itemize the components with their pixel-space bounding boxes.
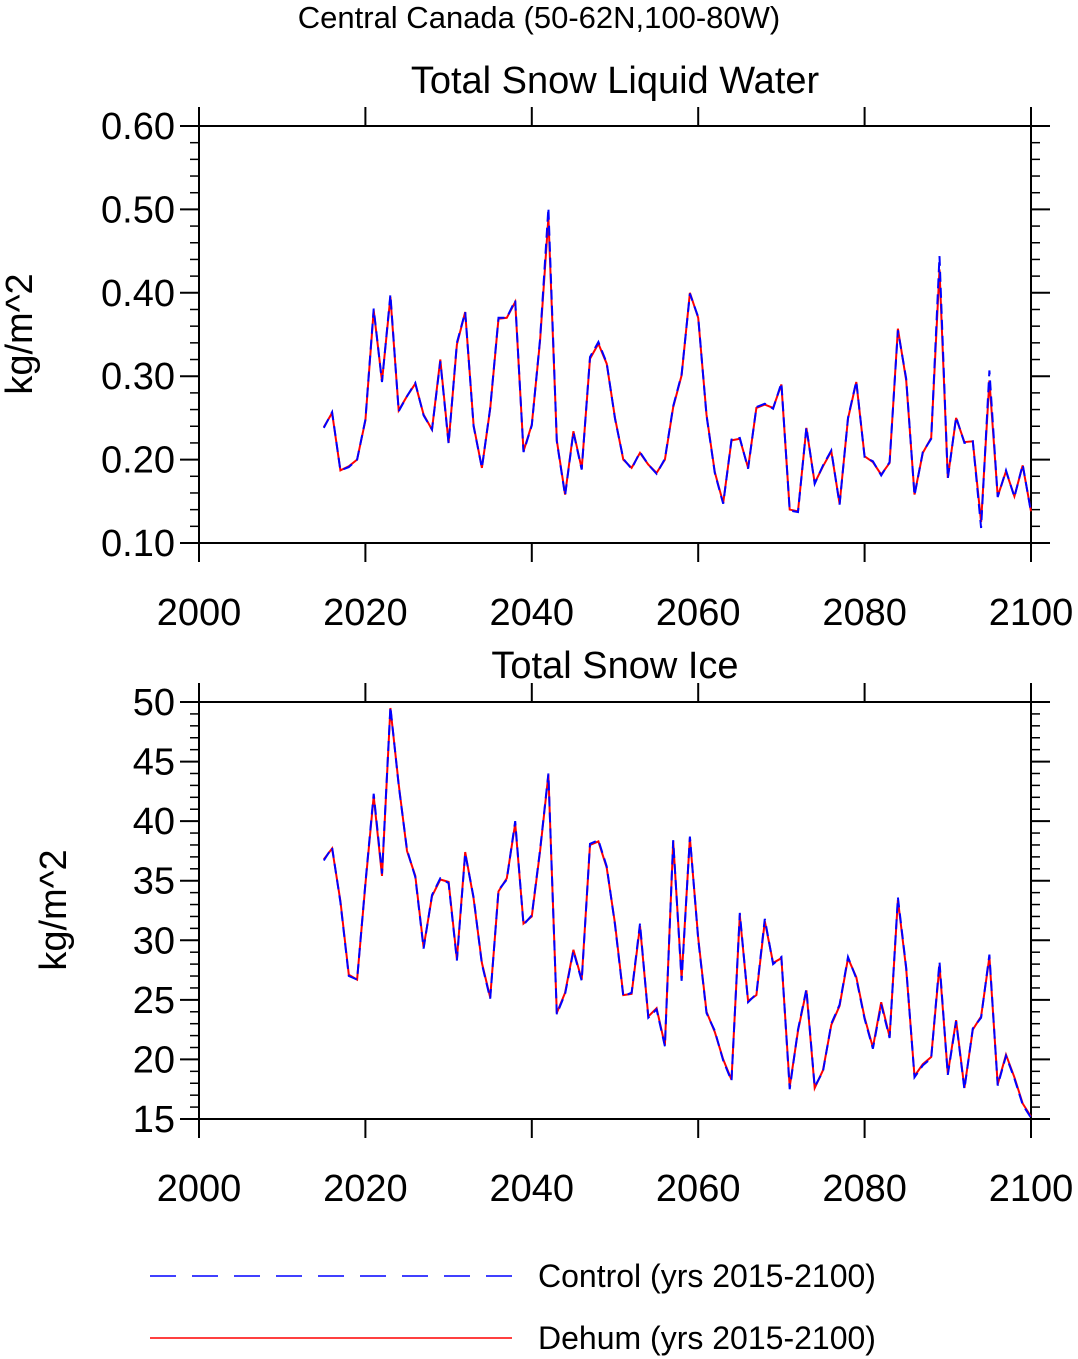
y-tick-label: 0.20: [101, 440, 175, 482]
chart-title-liquid-water: Total Snow Liquid Water: [411, 60, 820, 102]
figure-title: Central Canada (50-62N,100-80W): [298, 0, 780, 35]
legend-label-control: Control (yrs 2015-2100): [538, 1258, 876, 1294]
y-tick-label: 25: [133, 980, 175, 1022]
x-tick-label: 2060: [656, 1168, 741, 1210]
series-line-dehum-liquid-water: [322, 217, 1032, 523]
x-tick-label: 2080: [822, 592, 907, 634]
y-tick-label: 0.50: [101, 189, 175, 231]
x-tick-label: 2040: [490, 1168, 575, 1210]
y-tick-label: 0.40: [101, 273, 175, 315]
x-tick-label: 2100: [989, 592, 1074, 634]
plot-frame-snow-ice: [198, 701, 1032, 1120]
panel-snow-liquid-water: Total Snow Liquid Water kg/m^2 2000 2020 2…: [0, 60, 1073, 634]
x-tick-label: 2080: [822, 1168, 907, 1210]
y-tick-label: 30: [133, 920, 175, 962]
plot-frame-liquid-water: [198, 125, 1032, 544]
legend-label-dehum: Dehum (yrs 2015-2100): [538, 1320, 876, 1356]
y-tick-label: 0.10: [101, 523, 175, 565]
y-tick-label: 0.30: [101, 356, 175, 398]
x-tick-label: 2060: [656, 592, 741, 634]
x-tick-label: 2100: [989, 1168, 1074, 1210]
y-axis-label-liquid-water: kg/m^2: [0, 273, 41, 394]
x-tick-label: 2020: [323, 592, 408, 634]
x-tick-label: 2040: [490, 592, 575, 634]
y-tick-label: 15: [133, 1099, 175, 1141]
panel-snow-ice: Total Snow Ice kg/m^2 2000 2020 2040 2060 20…: [33, 645, 1073, 1210]
series-line-control-snow-ice: [322, 706, 1032, 1119]
series-line-control-liquid-water: [322, 207, 1032, 529]
x-tick-label: 2000: [157, 1168, 242, 1210]
y-tick-label: 45: [133, 742, 175, 784]
y-tick-label: 50: [133, 682, 175, 724]
y-tick-label: 40: [133, 801, 175, 843]
legend: Control (yrs 2015-2100) Dehum (yrs 2015-…: [150, 1258, 876, 1356]
x-tick-label: 2000: [157, 592, 242, 634]
y-tick-label: 35: [133, 861, 175, 903]
y-tick-label: 20: [133, 1039, 175, 1081]
chart-title-snow-ice: Total Snow Ice: [491, 645, 738, 687]
x-tick-label: 2020: [323, 1168, 408, 1210]
y-axis-label-snow-ice: kg/m^2: [33, 849, 75, 970]
y-tick-label: 0.60: [101, 106, 175, 148]
